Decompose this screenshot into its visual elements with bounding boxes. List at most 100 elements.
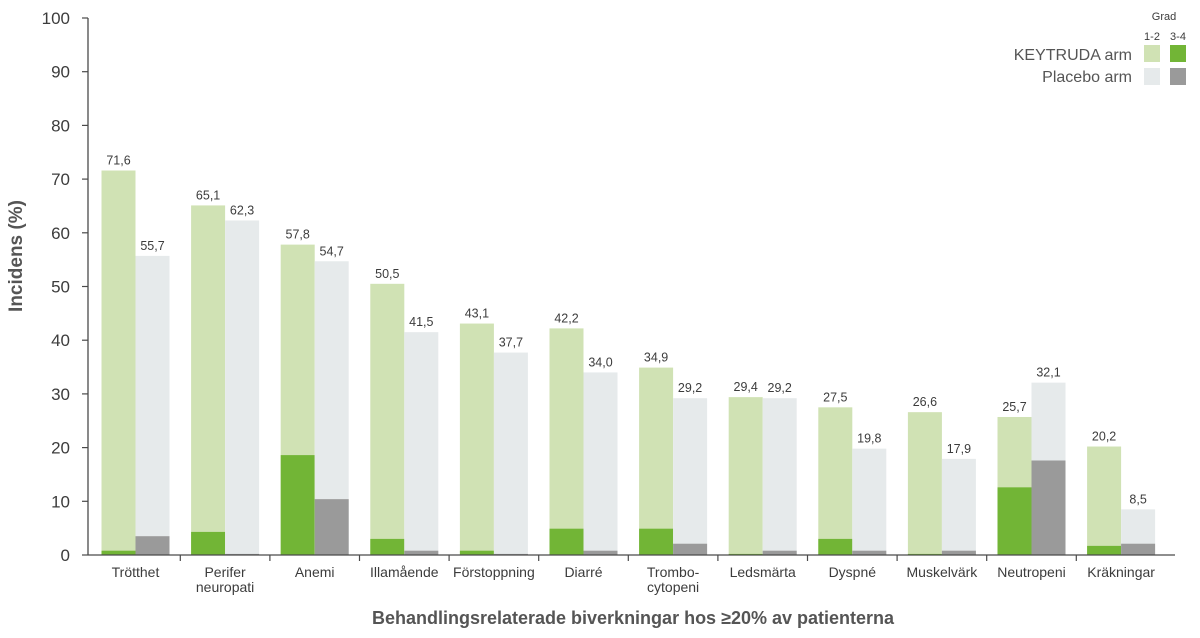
legend-grade12-label: 1-2 — [1144, 31, 1160, 43]
x-tick-label: Ledsmärta — [730, 564, 796, 580]
x-tick-label: Muskelvärk — [907, 564, 979, 580]
x-tick-label-line: Trötthet — [112, 564, 160, 580]
x-tick-label: Illamående — [370, 564, 439, 580]
bar-placebo-grade34 — [941, 550, 976, 555]
data-label-placebo: 37,7 — [499, 336, 523, 350]
bar-placebo-grade12 — [225, 220, 260, 555]
x-tick-label: Neutropeni — [997, 564, 1066, 580]
bar-placebo-grade12 — [673, 398, 708, 555]
x-tick-label-line: Muskelvärk — [907, 564, 979, 580]
bar-placebo-grade34 — [762, 550, 797, 555]
legend-keytruda-grade12-swatch — [1144, 45, 1160, 62]
bar-keytruda-grade34 — [639, 528, 674, 555]
legend-title: Grad — [1152, 11, 1176, 23]
bar-placebo-grade12 — [762, 398, 797, 555]
legend-placebo-grade34-swatch — [1170, 68, 1186, 85]
x-tick-label-line: Ledsmärta — [730, 564, 796, 580]
y-tick-label: 70 — [51, 170, 70, 189]
data-label-keytruda: 34,9 — [644, 351, 668, 365]
data-label-keytruda: 50,5 — [375, 267, 399, 281]
bar-keytruda-grade34 — [101, 550, 136, 555]
bar-keytruda-grade12 — [459, 323, 494, 555]
y-tick-label: 20 — [51, 439, 70, 458]
bar-placebo-grade34 — [673, 543, 708, 555]
bar-placebo-grade12 — [941, 458, 976, 555]
x-tick-label-line: Diarré — [564, 564, 602, 580]
legend-placebo-grade12-swatch — [1144, 68, 1160, 85]
x-axis-label: Behandlingsrelaterade biverkningar hos ≥… — [372, 608, 895, 628]
x-tick-label: Förstoppning — [453, 564, 535, 580]
bar-keytruda-grade12 — [639, 367, 674, 555]
bar-keytruda-grade34 — [191, 531, 226, 555]
bar-placebo-grade34 — [314, 499, 349, 555]
bar-keytruda-grade34 — [818, 538, 853, 555]
y-tick-label: 90 — [51, 63, 70, 82]
bar-placebo-grade12 — [583, 372, 618, 555]
data-label-placebo: 19,8 — [857, 432, 881, 446]
data-label-placebo: 62,3 — [230, 203, 254, 217]
bar-keytruda-grade12 — [101, 170, 136, 555]
x-tick-label-line: neuropati — [196, 579, 254, 595]
x-tick-label-line: Kräkningar — [1087, 564, 1155, 580]
data-label-placebo: 41,5 — [409, 315, 433, 329]
data-label-keytruda: 25,7 — [1002, 400, 1026, 414]
bar-placebo-grade34 — [1031, 460, 1066, 555]
y-tick-label: 50 — [51, 278, 70, 297]
data-label-keytruda: 27,5 — [823, 390, 847, 404]
bar-placebo-grade12 — [493, 352, 528, 555]
bar-placebo-grade12 — [404, 332, 439, 555]
bar-keytruda-grade34 — [549, 528, 584, 555]
data-label-keytruda: 42,2 — [554, 311, 578, 325]
bar-placebo-grade12 — [135, 255, 170, 556]
bar-placebo-grade34 — [1121, 543, 1156, 555]
x-tick-label: Diarré — [564, 564, 602, 580]
y-axis-label: Incidens (%) — [6, 200, 27, 312]
bar-placebo-grade12 — [852, 448, 887, 555]
data-label-keytruda: 65,1 — [196, 188, 220, 202]
bar-keytruda-grade12 — [1087, 446, 1122, 555]
data-label-keytruda: 20,2 — [1092, 430, 1116, 444]
bar-placebo-grade34 — [404, 550, 439, 555]
data-label-placebo: 29,2 — [768, 381, 792, 395]
bar-placebo-grade34 — [852, 550, 887, 555]
x-tick-label-line: Dyspné — [829, 564, 877, 580]
bar-keytruda-grade12 — [818, 407, 853, 555]
data-label-placebo: 8,5 — [1129, 492, 1146, 506]
y-tick-label: 40 — [51, 331, 70, 350]
x-tick-label: Trötthet — [112, 564, 160, 580]
legend-grade34-label: 3-4 — [1170, 31, 1186, 43]
x-tick-label-line: Förstoppning — [453, 564, 535, 580]
y-tick-label: 0 — [61, 546, 70, 565]
x-tick-label-line: Illamående — [370, 564, 439, 580]
data-label-keytruda: 57,8 — [286, 228, 310, 242]
bar-keytruda-grade34 — [280, 455, 315, 555]
legend-keytruda-grade34-swatch — [1170, 45, 1186, 62]
data-label-keytruda: 29,4 — [734, 380, 758, 394]
y-tick-label: 80 — [51, 116, 70, 135]
data-label-placebo: 32,1 — [1036, 366, 1060, 380]
axes-layer: 0 10 20 30 40 50 60 70 80 90 100 — [42, 9, 1175, 565]
y-tick-label: 60 — [51, 224, 70, 243]
bar-keytruda-grade12 — [191, 205, 226, 555]
x-tick-label-line: Trombo- — [647, 564, 700, 580]
data-label-placebo: 34,0 — [588, 355, 612, 369]
y-tick-label: 30 — [51, 385, 70, 404]
bar-keytruda-grade34 — [997, 487, 1032, 555]
data-label-placebo: 55,7 — [140, 239, 164, 253]
x-tick-label-line: Perifer — [204, 564, 246, 580]
y-tick-label: 100 — [42, 9, 70, 28]
bar-keytruda-grade12 — [549, 328, 584, 555]
bar-keytruda-grade34 — [459, 550, 494, 555]
data-label-keytruda: 26,6 — [913, 395, 937, 409]
legend-keytruda-label: KEYTRUDA arm — [1014, 47, 1132, 64]
bar-placebo-grade34 — [583, 550, 618, 555]
data-label-keytruda: 43,1 — [465, 307, 489, 321]
x-tick-label-line: cytopeni — [647, 579, 699, 595]
bar-keytruda-grade12 — [728, 397, 763, 555]
x-tick-label-line: Neutropeni — [997, 564, 1066, 580]
x-tick-label: Anemi — [295, 564, 335, 580]
data-label-placebo: 29,2 — [678, 381, 702, 395]
x-tick-label: Trombo-cytopeni — [647, 564, 700, 595]
bars-layer — [101, 170, 1156, 556]
